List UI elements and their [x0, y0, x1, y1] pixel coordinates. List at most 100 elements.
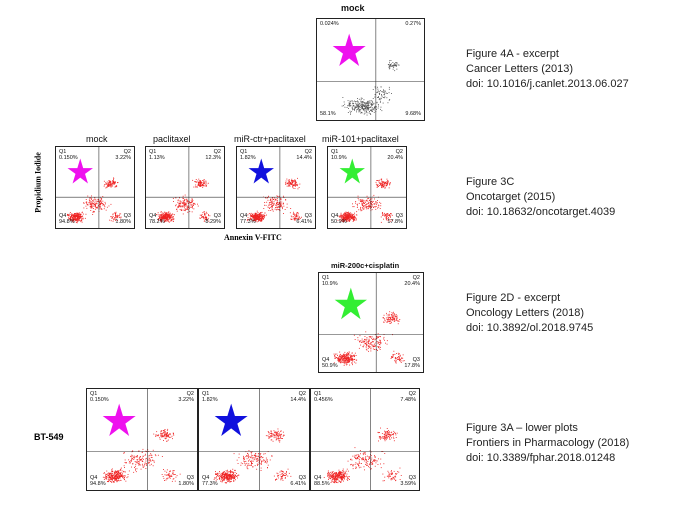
event-dot [232, 471, 234, 473]
event-dot [164, 429, 166, 430]
event-dot [371, 459, 373, 461]
event-dot [370, 468, 372, 470]
event-dot [81, 221, 83, 223]
event-dot [340, 477, 342, 479]
event-dot [350, 100, 352, 102]
event-dot [374, 105, 376, 107]
event-dot [390, 473, 392, 475]
event-dot [252, 214, 254, 216]
event-dot [376, 338, 378, 339]
event-dot [162, 433, 164, 434]
event-dot [342, 218, 344, 220]
event-dot [395, 362, 397, 364]
event-dot [162, 216, 164, 218]
event-dot [380, 336, 381, 338]
event-dot [345, 217, 347, 219]
event-dot [82, 217, 84, 219]
event-dot [123, 477, 124, 479]
quadrant-label-q3: Q3 8.29% [205, 213, 221, 225]
event-dot [264, 453, 266, 455]
event-dot [107, 184, 109, 186]
event-dot [118, 215, 120, 217]
event-dot [286, 471, 287, 472]
event-dot [182, 195, 184, 197]
event-dot [255, 455, 257, 457]
event-dot [158, 219, 159, 220]
event-dot [276, 206, 278, 208]
event-dot [269, 208, 270, 209]
event-dot [260, 214, 261, 216]
event-dot [390, 219, 392, 220]
event-dot [105, 183, 107, 185]
event-dot [349, 219, 351, 221]
event-dot [354, 107, 356, 108]
event-dot [389, 438, 391, 440]
event-dot [375, 201, 377, 202]
event-dot [69, 218, 71, 220]
event-dot [365, 104, 367, 106]
event-dot [161, 430, 163, 432]
reference-fig3c: Figure 3C Oncotarget (2015) doi: 10.1863… [466, 175, 615, 220]
event-dot [353, 334, 355, 336]
event-dot [192, 206, 193, 208]
flow-plot-mir-200c-cisplatin: Q1 10.9% Q2 20.4% Q3 17.8% Q4 50.9% [318, 272, 424, 373]
event-dot [248, 450, 250, 452]
event-dot [282, 471, 284, 472]
event-dot [390, 182, 391, 184]
event-dot [344, 362, 346, 364]
reference-doi: doi: 10.3892/ol.2018.9745 [466, 322, 594, 334]
event-dot [358, 202, 360, 204]
event-dot [280, 477, 282, 479]
event-dot [280, 206, 281, 208]
event-dot [258, 217, 260, 219]
event-dot [341, 357, 342, 359]
event-dot [204, 185, 206, 187]
event-dot [341, 476, 343, 478]
event-dot [165, 479, 167, 481]
event-dot [197, 185, 199, 186]
event-dot [183, 202, 185, 204]
event-dot [345, 213, 347, 215]
event-dot [250, 215, 252, 217]
event-dot [366, 199, 368, 201]
event-dot [356, 109, 358, 111]
event-dot [197, 203, 198, 205]
event-dot [200, 185, 202, 187]
event-dot [371, 105, 372, 107]
event-dot [168, 435, 170, 437]
event-dot [389, 473, 391, 475]
event-dot [376, 108, 377, 110]
quadrant-name: Q1 [240, 149, 248, 155]
event-dot [110, 182, 112, 184]
quadrant-label-q3: Q3 1.80% [178, 475, 194, 487]
event-dot [280, 479, 282, 481]
event-dot [397, 64, 399, 66]
event-dot [83, 202, 85, 204]
event-dot [298, 187, 300, 188]
event-dot [161, 436, 162, 438]
event-dot [167, 439, 169, 441]
event-dot [366, 455, 368, 457]
event-dot [103, 180, 105, 182]
event-dot [356, 204, 358, 205]
event-dot [125, 462, 127, 464]
event-dot [369, 463, 371, 464]
event-dot [344, 214, 345, 216]
event-dot [254, 455, 256, 457]
event-dot [255, 217, 257, 219]
event-dot [333, 362, 335, 364]
event-dot [160, 433, 162, 434]
event-dot [271, 197, 273, 199]
event-dot [202, 180, 204, 181]
event-dot [386, 178, 388, 180]
event-dot [343, 362, 345, 364]
event-dot [365, 106, 367, 108]
event-dot [368, 457, 370, 459]
event-dot [385, 214, 387, 216]
event-dot [181, 202, 183, 204]
event-dot [340, 362, 342, 364]
event-dot [389, 64, 391, 66]
event-dot [353, 220, 354, 221]
event-dot [161, 219, 162, 221]
event-dot [290, 183, 291, 185]
